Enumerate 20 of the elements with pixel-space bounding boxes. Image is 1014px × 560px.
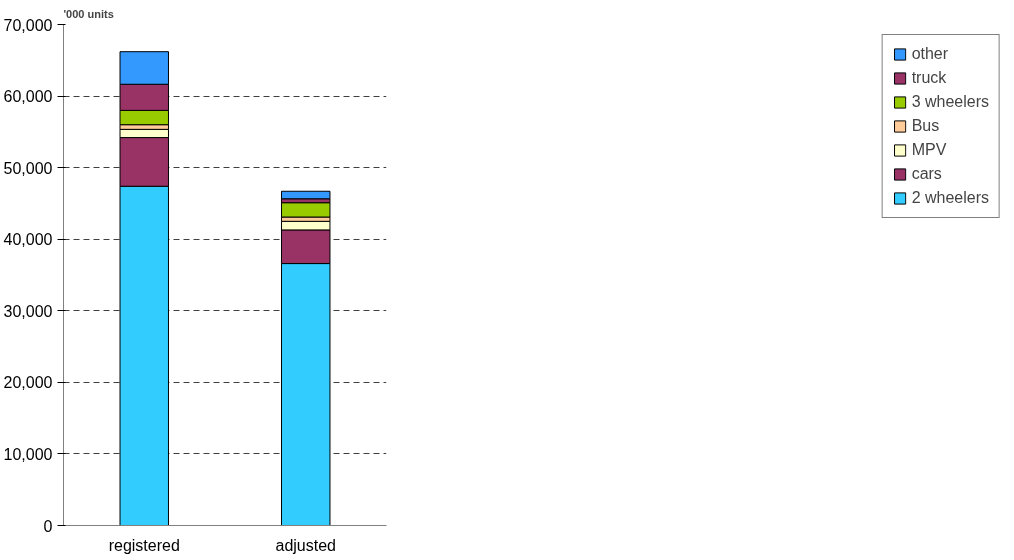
legend-label: Bus <box>911 117 940 135</box>
legend-label: 3 wheelers <box>911 93 989 111</box>
bar <box>281 190 331 200</box>
y-tick-label: 0 <box>43 517 53 535</box>
y-tick-label: 40,000 <box>3 231 53 249</box>
y-axis-title: '000 units <box>63 7 114 20</box>
y-tick-label: 10,000 <box>3 445 53 463</box>
y-tick-label: 60,000 <box>3 88 53 106</box>
y-tick-label: 70,000 <box>3 16 53 34</box>
legend-label: cars <box>911 165 942 183</box>
legend-label: other <box>911 45 949 63</box>
y-tick-label: 50,000 <box>3 159 53 177</box>
y-tick-label: 20,000 <box>3 374 53 392</box>
bar <box>281 202 331 218</box>
legend-label: MPV <box>911 141 947 159</box>
x-tick-label: adjusted <box>275 536 336 554</box>
legend-label: truck <box>911 69 947 87</box>
legend-label: 2 wheelers <box>911 189 989 207</box>
y-tick-label: 30,000 <box>3 302 53 320</box>
x-tick-label: registered <box>108 536 180 554</box>
